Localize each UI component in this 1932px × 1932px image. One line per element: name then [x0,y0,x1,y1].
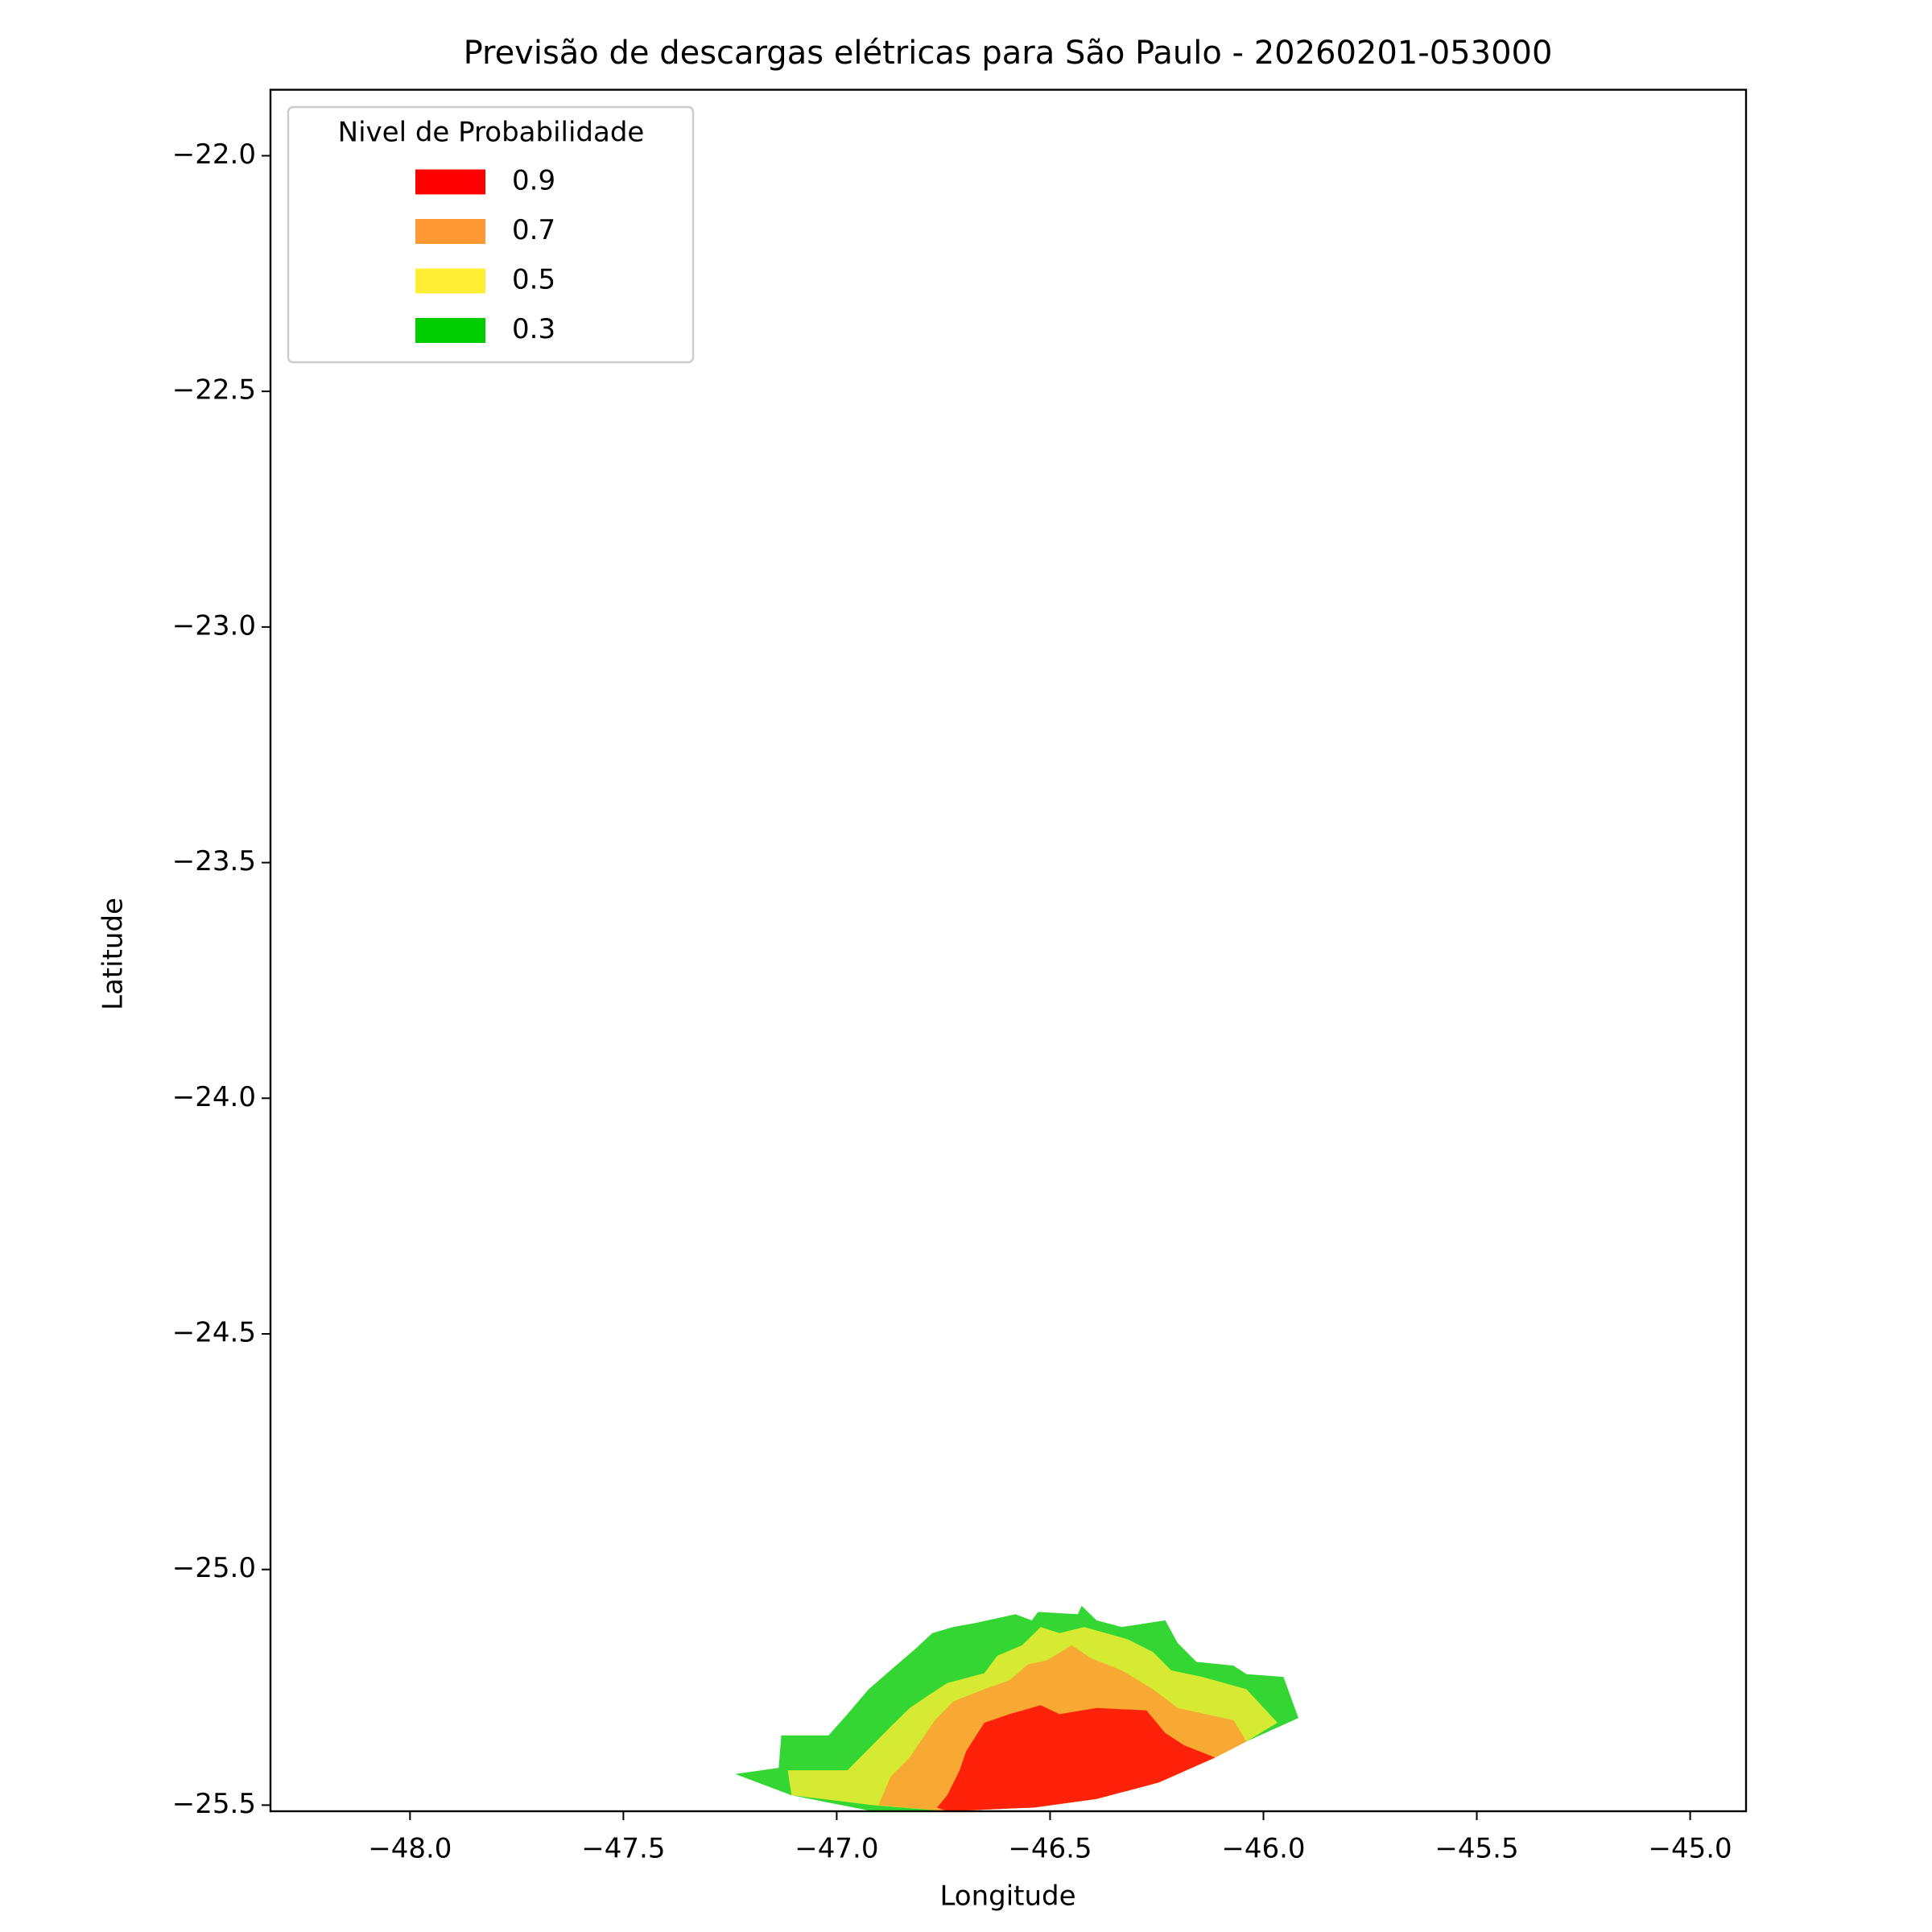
contour-region [936,1705,1216,1811]
y-tick-label: −24.0 [172,1081,256,1113]
y-tick-label: −22.5 [172,374,256,407]
y-tick-label: −24.5 [172,1316,256,1348]
legend-label: 0.5 [512,264,555,296]
y-axis-label: Latitude [97,898,130,1010]
x-tick-label: −46.0 [1221,1833,1305,1865]
y-tick-label: −23.5 [172,845,256,877]
legend-swatch [415,318,485,343]
x-axis-label: Longitude [939,1880,1075,1913]
x-tick-label: −47.0 [795,1833,878,1865]
legend-title: Nivel de Probabilidade [338,117,645,149]
x-tick-label: −46.5 [1008,1833,1092,1865]
x-tick-label: −45.5 [1435,1833,1518,1865]
y-tick-label: −22.0 [172,138,256,171]
legend-box [287,105,695,364]
x-tick-label: −48.0 [368,1833,452,1865]
y-tick-label: −25.5 [172,1788,256,1820]
legend-label: 0.9 [512,165,555,197]
y-tick-label: −25.0 [172,1552,256,1584]
legend: 0.9 0.7 0.5 0.3 [415,165,555,345]
chart-title: Previsão de descargas elétricas para São… [464,35,1553,72]
x-tick-label: −45.0 [1648,1833,1732,1865]
axes-frame [269,89,1748,1813]
legend-swatch [415,219,485,244]
legend-swatch [415,268,485,294]
plot-area [735,1605,1298,1811]
x-tick-label: −47.5 [581,1833,665,1865]
legend-swatch [415,169,485,195]
legend-label: 0.7 [512,214,555,246]
legend-label: 0.3 [512,313,555,345]
y-tick-label: −23.0 [172,609,256,642]
